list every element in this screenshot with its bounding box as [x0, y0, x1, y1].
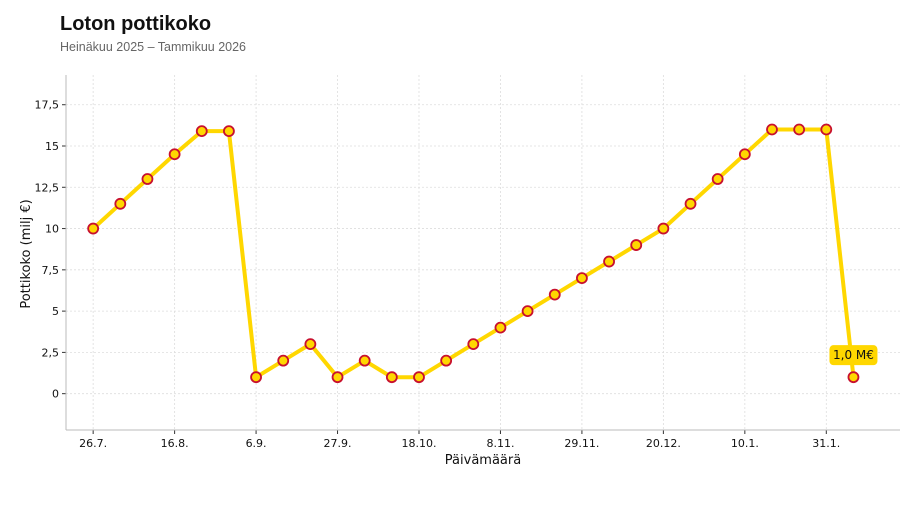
data-point — [467, 338, 480, 351]
data-point — [277, 354, 290, 367]
series-layer — [87, 123, 860, 384]
y-tick-label: 15 — [45, 140, 59, 153]
grid-lines — [66, 75, 900, 430]
annotation-layer: 1,0 M€ — [829, 345, 878, 366]
data-point — [385, 371, 398, 384]
x-tick-label: 18.10. — [401, 437, 436, 450]
x-tick-label: 27.9. — [324, 437, 352, 450]
x-tick-label: 8.11. — [486, 437, 514, 450]
x-tick-label: 6.9. — [246, 437, 267, 450]
x-tick-label: 20.12. — [646, 437, 681, 450]
data-point — [440, 354, 453, 367]
data-point — [684, 197, 697, 210]
data-point — [738, 148, 751, 161]
data-point — [548, 288, 561, 301]
data-point — [413, 371, 425, 384]
data-point — [223, 125, 235, 138]
y-axis-label: Pottikoko (milj €) — [19, 199, 34, 308]
y-tick-label: 17,5 — [35, 99, 60, 112]
y-tick-label: 7,5 — [42, 264, 60, 277]
data-point — [576, 272, 588, 284]
y-tick-label: 0 — [52, 388, 59, 401]
chart-subtitle: Heinäkuu 2025 – Tammikuu 2026 — [60, 40, 247, 54]
data-point — [820, 123, 833, 136]
data-point — [195, 125, 208, 138]
data-point — [114, 197, 127, 210]
y-tick-label: 5 — [52, 305, 59, 318]
y-tick-label: 10 — [45, 223, 59, 236]
data-point — [793, 123, 806, 136]
data-point — [250, 371, 262, 384]
axes — [62, 75, 900, 434]
x-tick-label: 26.7. — [79, 437, 107, 450]
annotation-box — [829, 345, 878, 366]
data-point — [494, 321, 507, 334]
chart-title: Loton pottikoko — [60, 13, 212, 35]
data-point — [766, 123, 778, 136]
data-point — [358, 354, 371, 367]
y-tick-label: 12,5 — [35, 181, 60, 194]
data-point — [711, 173, 724, 185]
data-point — [87, 222, 100, 235]
x-tick-label: 16.8. — [161, 437, 189, 450]
x-tick-labels: 26.7. 16.8. 6.9. 27.9. 18.10. 8.11. 29.11. 20.1… — [79, 437, 840, 450]
x-tick-label: 29.11. — [564, 437, 599, 450]
x-tick-label: 10.1. — [731, 437, 759, 450]
data-point — [168, 148, 181, 161]
x-axis-label: Päivämäärä — [445, 453, 521, 468]
data-point — [657, 222, 670, 235]
y-tick-labels: 0 2,5 5 7,5 10 12,5 15 17,5 — [35, 99, 60, 401]
data-point — [847, 371, 860, 384]
data-point — [304, 338, 317, 351]
data-point — [331, 371, 344, 384]
annotation-label: 1,0 M€ — [833, 348, 874, 362]
data-point — [141, 173, 154, 185]
data-point — [521, 305, 534, 318]
data-point — [603, 255, 615, 268]
x-tick-label: 31.1. — [812, 437, 840, 450]
y-tick-label: 2,5 — [42, 346, 60, 359]
data-point — [630, 239, 643, 251]
